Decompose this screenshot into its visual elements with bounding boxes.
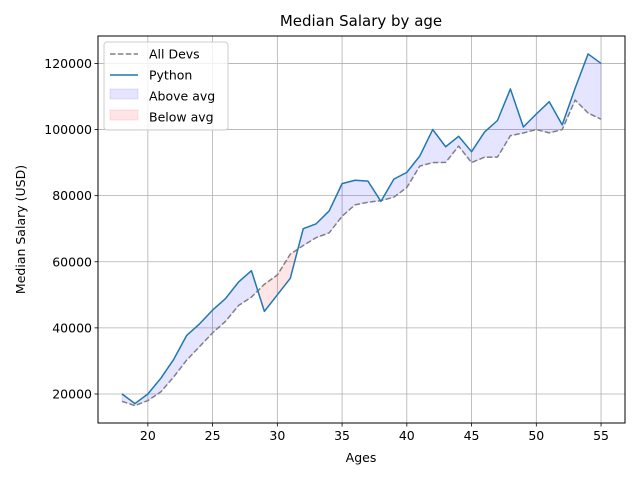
x-tick-label: 30 — [269, 428, 285, 443]
legend-label-above-avg: Above avg — [149, 89, 215, 104]
y-tick-label: 120000 — [44, 56, 92, 71]
y-tick-label: 60000 — [52, 254, 92, 269]
x-tick-label: 20 — [140, 428, 156, 443]
x-tick-label: 50 — [528, 428, 544, 443]
legend-patch-above-avg — [109, 88, 139, 100]
y-tick-label: 40000 — [52, 320, 92, 335]
chart-title: Median Salary by age — [280, 12, 442, 30]
series-line-python — [121, 53, 602, 405]
series-line-all-devs — [121, 99, 602, 407]
series-lines — [121, 53, 602, 407]
legend-label-python: Python — [149, 68, 192, 83]
y-tick-label: 80000 — [52, 188, 92, 203]
x-tick-label: 35 — [334, 428, 350, 443]
x-tick-label: 25 — [205, 428, 221, 443]
x-tick-label: 55 — [593, 428, 609, 443]
legend-patch-below-avg — [109, 109, 139, 121]
legend-label-all-devs: All Devs — [149, 47, 200, 62]
plot-frame — [97, 35, 626, 424]
legend: All Devs Python Above avg Below avg — [103, 41, 229, 131]
legend-box — [103, 41, 229, 131]
axis-ticks: 20 25 30 35 40 45 50 55 20000 40000 60000 80000 1000… — [44, 56, 609, 443]
y-tick-label: 100000 — [44, 122, 92, 137]
y-tick-label: 20000 — [52, 386, 92, 401]
x-tick-label: 45 — [464, 428, 480, 443]
x-axis-label: Ages — [346, 450, 377, 465]
y-axis-label: Median Salary (USD) — [13, 165, 28, 294]
x-tick-label: 40 — [399, 428, 415, 443]
legend-label-below-avg: Below avg — [149, 110, 214, 125]
